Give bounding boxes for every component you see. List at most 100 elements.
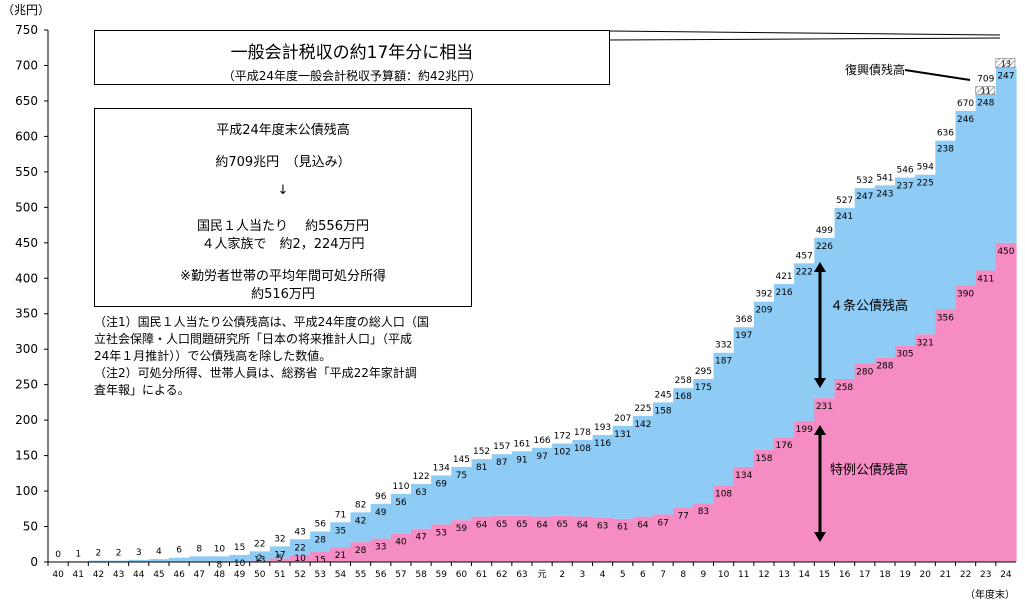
label-special-13: 176 xyxy=(775,441,792,451)
label-total-12: 392 xyxy=(755,290,772,300)
y-tick-label: 500 xyxy=(15,200,38,214)
label-special-22: 390 xyxy=(957,289,974,299)
tax-years-box: 一般会計税収の約17年分に相当 （平成24年度一般会計税収予算額：約42兆円） xyxy=(94,30,610,85)
bar-segment-construction-57 xyxy=(390,493,412,534)
x-tick-label: 11 xyxy=(738,570,749,580)
bar-segment-special-23 xyxy=(975,270,997,562)
label-construction-元: 97 xyxy=(536,452,547,462)
label-special-60: 59 xyxy=(456,524,468,534)
label-construction-23: 248 xyxy=(977,99,994,109)
y-tick-label: 250 xyxy=(15,378,38,392)
label-construction-4: 116 xyxy=(594,439,611,449)
y-tick-label: 0 xyxy=(30,555,38,569)
label-special-6: 64 xyxy=(637,521,649,531)
x-tick-label: 45 xyxy=(153,570,164,580)
label-special-54: 21 xyxy=(335,551,346,561)
bar-segment-special-50 xyxy=(249,560,271,562)
bar-segment-special-63 xyxy=(511,515,533,562)
debt-summary-box: 平成24年度末公債残高 約709兆円 （見込み） ↓ 国民１人当たり 約556万… xyxy=(94,108,472,307)
label-construction-5: 131 xyxy=(614,430,631,440)
label-construction-11: 197 xyxy=(735,331,752,341)
label-construction-8: 168 xyxy=(675,392,692,402)
x-tick-label: 元 xyxy=(538,570,547,580)
bar-segment-construction-12 xyxy=(753,301,775,450)
label-total-62: 157 xyxy=(493,442,510,452)
y-tick-label: 750 xyxy=(15,23,38,37)
label-total-58: 122 xyxy=(412,472,429,482)
label-total-51: 32 xyxy=(274,534,285,544)
x-tick-label: 57 xyxy=(395,570,406,580)
bar-segment-special-55 xyxy=(350,542,372,562)
bar-segment-construction-20 xyxy=(915,174,936,335)
label-special-17: 280 xyxy=(856,367,873,377)
bar-segment-special-20 xyxy=(915,334,936,562)
label-total-20: 594 xyxy=(917,163,934,173)
summary-income-note: ※勤労者世帯の平均年間可処分所得 xyxy=(180,269,386,284)
label-construction-14: 222 xyxy=(796,267,813,277)
bar-segment-construction-19 xyxy=(895,177,916,346)
label-construction-7: 158 xyxy=(654,406,671,416)
label-construction-24: 247 xyxy=(997,72,1014,82)
bar-segment-special-24 xyxy=(995,242,1017,563)
label-total-57: 110 xyxy=(392,482,409,492)
bar-segment-special-5 xyxy=(612,518,634,562)
bar-segment-special-2 xyxy=(552,515,573,562)
bar-segment-construction-43 xyxy=(108,560,130,562)
y-unit-label: （兆円） xyxy=(2,3,50,17)
construction-arrow-head-top xyxy=(814,262,826,272)
label-construction-54: 35 xyxy=(335,526,346,536)
x-tick-label: 46 xyxy=(173,570,185,580)
label-total-53: 56 xyxy=(315,519,327,529)
label-special-52: 10 xyxy=(294,554,306,564)
y-tick-label: 300 xyxy=(15,342,38,356)
label-construction-51: 17 xyxy=(274,550,285,560)
x-tick-label: 4 xyxy=(600,570,606,580)
label-construction-63: 91 xyxy=(516,455,527,465)
x-tick-label: 12 xyxy=(758,570,769,580)
note2-line1: （注2）可処分所得、世帯人員は、総務省「平成22年家計調 xyxy=(94,366,417,380)
label-construction-52: 22 xyxy=(294,543,305,553)
label-total-6: 225 xyxy=(634,404,651,414)
special-arrow-head-bottom xyxy=(814,532,826,542)
label-special-11: 134 xyxy=(735,471,752,481)
label-total-14: 457 xyxy=(796,251,813,261)
bar-segment-special-18 xyxy=(874,357,896,562)
tax-box-leader-top xyxy=(607,30,1001,36)
bar-segment-special-7 xyxy=(653,514,674,562)
label-special-9: 83 xyxy=(698,507,709,517)
bar-segment-special-16 xyxy=(834,378,856,562)
label-construction-10: 187 xyxy=(715,357,732,367)
label-special-5: 61 xyxy=(617,523,628,533)
label-total-46: 6 xyxy=(176,546,182,556)
bar-segment-construction-47 xyxy=(189,556,210,562)
note1-line1: （注1）国民１人当たり公債残高は、平成24年度の総人口（国 xyxy=(94,315,429,329)
label-total-4: 193 xyxy=(594,423,611,433)
label-construction-53: 28 xyxy=(315,535,327,545)
bar-segment-construction-51 xyxy=(269,546,291,559)
x-tick-label: 42 xyxy=(93,570,104,580)
bar-segment-construction-52 xyxy=(290,539,311,555)
bar-segment-construction-18 xyxy=(874,185,896,358)
label-special-57: 40 xyxy=(395,538,407,548)
bar-segment-construction-49 xyxy=(229,554,251,562)
x-tick-label: 51 xyxy=(274,570,285,580)
label-special-4: 63 xyxy=(597,521,608,531)
label-special-21: 356 xyxy=(937,313,954,323)
label-reconstruction-23: 11 xyxy=(981,87,991,96)
bar-segment-special-3 xyxy=(572,516,594,562)
label-special-23: 411 xyxy=(977,274,994,284)
construction-series-label: ４条公債残高 xyxy=(830,298,908,314)
label-total-9: 295 xyxy=(695,367,712,377)
bar-segment-special-59 xyxy=(431,524,452,562)
tax-years-title: 一般会計税収の約17年分に相当 xyxy=(230,43,474,63)
x-tick-label: 58 xyxy=(415,570,427,580)
bar-segment-special-53 xyxy=(310,551,331,562)
label-special-59: 53 xyxy=(436,528,447,538)
label-special-8: 77 xyxy=(678,511,689,521)
label-construction-2: 102 xyxy=(554,448,571,458)
x-tick-label: 54 xyxy=(335,570,347,580)
label-total-5: 207 xyxy=(614,414,631,424)
label-construction-59: 69 xyxy=(436,479,448,489)
y-tick-label: 700 xyxy=(15,58,38,72)
construction-arrow-head-bottom xyxy=(814,378,826,388)
